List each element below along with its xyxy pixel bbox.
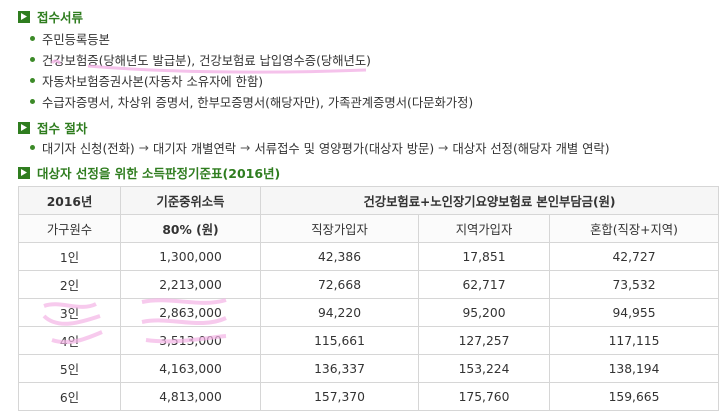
table-row: 1인 1,300,000 42,386 17,851 42,727 xyxy=(18,242,720,271)
header-pct: 80% (원) xyxy=(120,214,261,243)
table-subheader-row: 가구원수 80% (원) 직장가입자 지역가입자 혼합(직장+지역) xyxy=(18,214,720,243)
documents-heading: 접수서류 xyxy=(18,7,83,26)
table-row: 6인 4,813,000 157,370 175,760 159,665 xyxy=(18,382,720,411)
step-4: 대상자 선정(해당자 개별 연락) xyxy=(452,141,610,156)
arrow-right-icon: → xyxy=(438,140,449,155)
header-mixed: 혼합(직장+지역) xyxy=(548,214,720,243)
table-row: 5인 4,163,000 136,337 153,224 138,194 xyxy=(18,354,720,383)
bullet-dot-icon xyxy=(30,57,35,62)
income-table-heading: 대상자 선정을 위한 소득판정기준표(2016년) xyxy=(18,163,280,182)
header-regional: 지역가입자 xyxy=(418,214,550,243)
step-2: 대기자 개별연락 xyxy=(153,141,237,156)
documents-list: 주민등록등본 건강보험증(당해년도 발급분), 건강보험료 납입영수증(당해년도… xyxy=(30,28,473,112)
list-item: 주민등록등본 xyxy=(30,28,473,49)
table-header-row: 2016년 기준중위소득 건강보험료+노인장기요양보험료 본인부담금(원) xyxy=(18,186,720,215)
procedure-title: 접수 절차 xyxy=(37,121,88,136)
arrow-right-icon: → xyxy=(240,140,251,155)
list-item: 자동차보험증권사본(자동차 소유자에 한함) xyxy=(30,70,473,91)
bullet-dot-icon xyxy=(30,99,35,104)
triangle-bullet-icon xyxy=(18,166,30,179)
list-item: 수급자증명서, 차상위 증명서, 한부모증명서(해당자만), 가족관계증명서(다… xyxy=(30,91,473,112)
header-premium: 건강보험료+노인장기요양보험료 본인부담금(원) xyxy=(259,186,720,215)
list-item: 건강보험증(당해년도 발급분), 건강보험료 납입영수증(당해년도) xyxy=(30,49,473,70)
table-row: 3인 2,863,000 94,220 95,200 94,955 xyxy=(18,298,720,327)
step-3: 서류접수 및 영양평가(대상자 방문) xyxy=(254,141,435,156)
income-table: 2016년 기준중위소득 건강보험료+노인장기요양보험료 본인부담금(원) 가구… xyxy=(18,186,720,411)
documents-title: 접수서류 xyxy=(37,10,84,25)
header-median: 기준중위소득 xyxy=(120,186,261,215)
bullet-dot-icon xyxy=(30,36,35,41)
step-1: 대기자 신청(전화) xyxy=(42,141,135,156)
table-row: 4인 3,513,000 115,661 127,257 117,115 xyxy=(18,326,720,355)
income-table-title: 대상자 선정을 위한 소득판정기준표(2016년) xyxy=(37,166,281,181)
procedure-steps: 대기자 신청(전화) → 대기자 개별연락 → 서류접수 및 영양평가(대상자 … xyxy=(30,137,610,158)
arrow-right-icon: → xyxy=(138,140,150,155)
bullet-dot-icon xyxy=(30,78,35,83)
procedure-list: 대기자 신청(전화) → 대기자 개별연락 → 서류접수 및 영양평가(대상자 … xyxy=(30,137,610,158)
procedure-heading: 접수 절차 xyxy=(18,118,87,137)
triangle-bullet-icon xyxy=(18,121,30,134)
header-employee: 직장가입자 xyxy=(260,214,419,243)
header-household: 가구원수 xyxy=(18,214,121,243)
table-row: 2인 2,213,000 72,668 62,717 73,532 xyxy=(18,270,720,299)
header-year: 2016년 xyxy=(18,186,121,215)
triangle-bullet-icon xyxy=(18,10,30,23)
bullet-dot-icon xyxy=(30,145,35,150)
